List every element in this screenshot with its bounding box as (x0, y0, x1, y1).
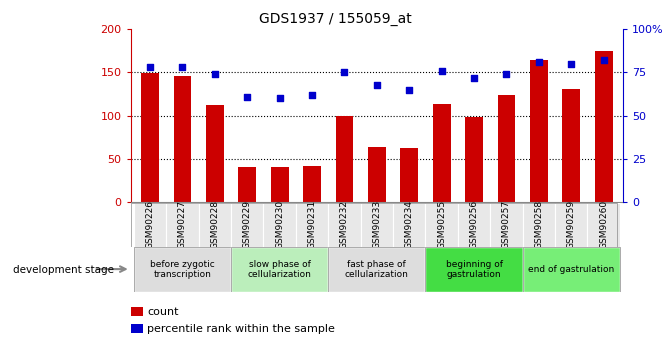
Bar (465, 117, 483, 202)
Bar (336, 116, 353, 202)
Bar (141, 73, 159, 202)
Bar (231, 203, 263, 247)
Text: GSM90229: GSM90229 (243, 200, 252, 249)
Point (274, 96, 285, 101)
Bar (498, 95, 515, 202)
Bar (425, 247, 523, 292)
Bar (562, 89, 580, 202)
Point (242, 94, 253, 99)
Bar (555, 203, 588, 247)
Bar (523, 203, 555, 247)
Bar (523, 247, 620, 292)
Bar (134, 247, 231, 292)
Bar (360, 203, 393, 247)
Bar (490, 203, 523, 247)
Text: GSM90259: GSM90259 (567, 200, 576, 249)
Point (404, 87, 415, 92)
Text: slow phase of
cellularization: slow phase of cellularization (248, 260, 312, 279)
Text: end of gastrulation: end of gastrulation (528, 265, 614, 274)
Text: GSM90231: GSM90231 (308, 200, 317, 249)
Point (533, 59, 544, 65)
Point (210, 71, 220, 77)
Text: GSM90228: GSM90228 (210, 200, 219, 249)
Bar (174, 76, 192, 202)
Point (501, 71, 512, 77)
Bar (134, 247, 231, 292)
Text: GSM90227: GSM90227 (178, 200, 187, 249)
Bar (206, 105, 224, 202)
Bar (239, 167, 256, 202)
Bar (296, 203, 328, 247)
Text: GSM90260: GSM90260 (599, 200, 608, 249)
Point (339, 70, 350, 75)
Bar (231, 247, 328, 292)
Text: GSM90233: GSM90233 (373, 200, 381, 249)
Bar (199, 203, 231, 247)
Text: GSM90232: GSM90232 (340, 200, 349, 249)
Point (307, 92, 318, 98)
Text: GSM90226: GSM90226 (145, 200, 155, 249)
Bar (263, 203, 296, 247)
Bar (425, 247, 523, 292)
Bar (595, 51, 612, 202)
Bar (588, 203, 620, 247)
Bar (134, 203, 166, 247)
Text: GSM90234: GSM90234 (405, 200, 414, 249)
Text: GSM90230: GSM90230 (275, 200, 284, 249)
Point (145, 65, 155, 70)
Bar (303, 166, 321, 202)
Bar (530, 60, 548, 202)
Point (566, 61, 577, 67)
Text: GSM90256: GSM90256 (470, 200, 478, 249)
Bar (458, 203, 490, 247)
Text: beginning of
gastrulation: beginning of gastrulation (446, 260, 502, 279)
Text: GSM90257: GSM90257 (502, 200, 511, 249)
Text: count: count (147, 307, 179, 317)
Text: fast phase of
cellularization: fast phase of cellularization (345, 260, 409, 279)
Bar (328, 247, 425, 292)
Text: development stage: development stage (13, 265, 115, 275)
Bar (271, 167, 289, 202)
Text: percentile rank within the sample: percentile rank within the sample (147, 325, 335, 334)
Bar (328, 247, 425, 292)
Point (436, 68, 447, 73)
Text: GSM90258: GSM90258 (535, 200, 543, 249)
Bar (166, 203, 199, 247)
Bar (328, 203, 360, 247)
Point (598, 58, 609, 63)
Bar (368, 147, 386, 202)
Bar (393, 203, 425, 247)
Point (371, 82, 382, 87)
Bar (401, 148, 418, 202)
Point (469, 75, 480, 80)
Bar (425, 203, 458, 247)
Bar (523, 247, 620, 292)
Bar (231, 247, 328, 292)
Text: GDS1937 / 155059_at: GDS1937 / 155059_at (259, 12, 411, 26)
Text: before zygotic
transcription: before zygotic transcription (150, 260, 215, 279)
Point (177, 65, 188, 70)
Text: GSM90255: GSM90255 (437, 200, 446, 249)
Bar (433, 104, 451, 202)
